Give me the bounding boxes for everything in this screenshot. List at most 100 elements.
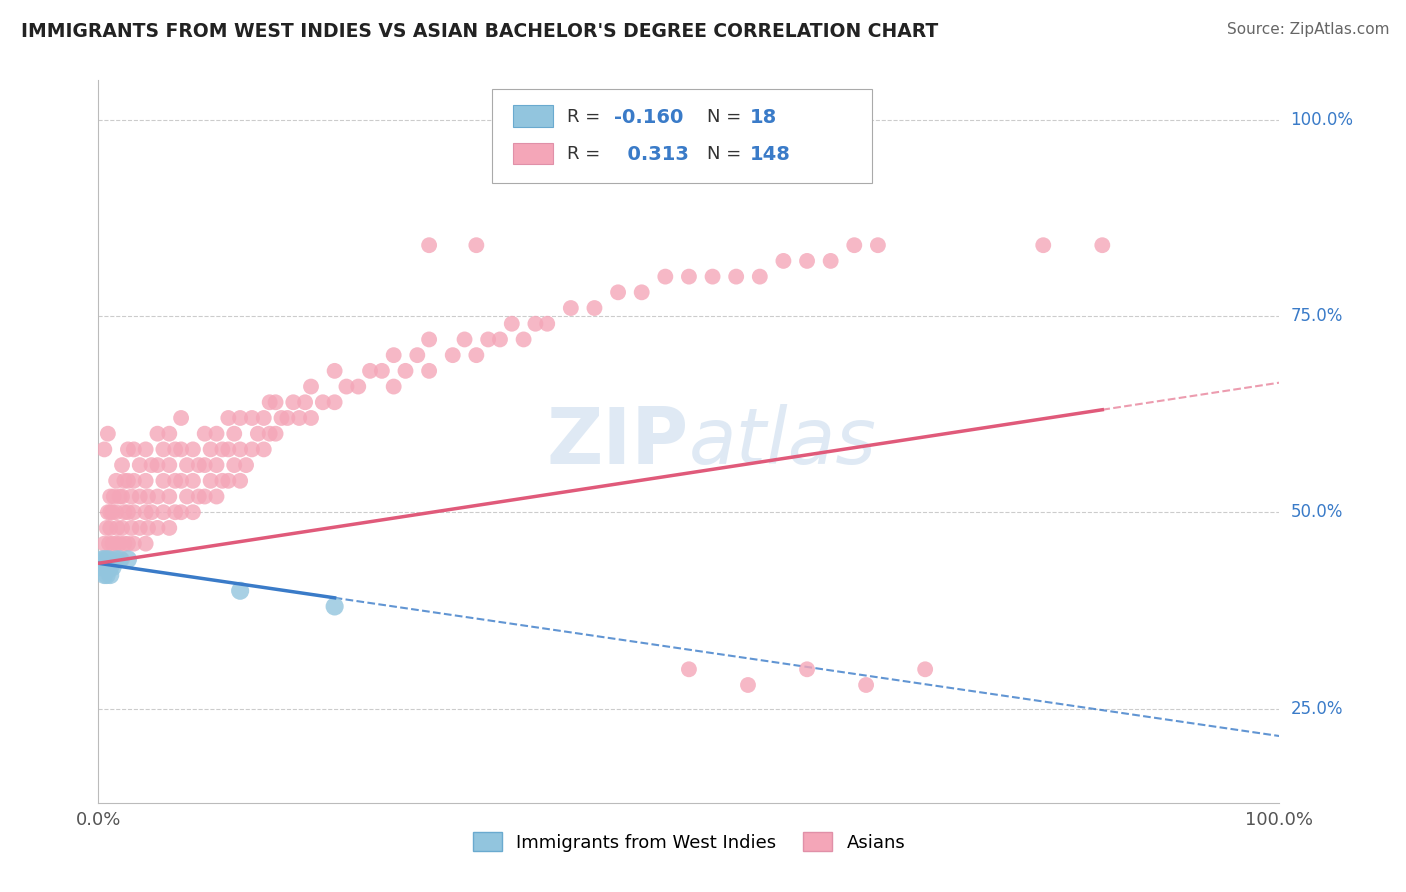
Point: [152, 505, 174, 519]
Point: [157, 458, 180, 472]
Point: [176, 458, 198, 472]
Point: [128, 490, 150, 504]
Point: [141, 505, 163, 519]
Point: [98, 505, 121, 519]
Point: [93, 536, 115, 550]
Point: [270, 411, 292, 425]
Point: [200, 474, 222, 488]
Point: [135, 474, 157, 488]
Point: [141, 458, 163, 472]
Point: [103, 552, 125, 566]
Point: [382, 379, 405, 393]
Point: [194, 490, 217, 504]
Point: [737, 678, 759, 692]
Point: [165, 474, 187, 488]
Point: [630, 285, 652, 300]
Point: [501, 317, 523, 331]
Text: 75.0%: 75.0%: [1291, 307, 1343, 325]
Point: [103, 490, 125, 504]
Point: [536, 317, 558, 331]
Point: [299, 411, 322, 425]
Point: [702, 269, 724, 284]
Point: [583, 301, 606, 315]
Point: [146, 426, 169, 441]
Point: [94, 560, 117, 574]
Point: [170, 411, 193, 425]
Point: [772, 254, 794, 268]
Point: [465, 238, 488, 252]
Point: [187, 490, 209, 504]
Point: [93, 568, 115, 582]
Text: N =: N =: [707, 145, 741, 163]
Point: [98, 552, 121, 566]
Point: [146, 458, 169, 472]
Point: [152, 442, 174, 457]
Point: [176, 490, 198, 504]
Point: [453, 333, 475, 347]
Point: [748, 269, 770, 284]
Point: [90, 560, 112, 574]
Point: [96, 568, 118, 582]
Point: [97, 560, 120, 574]
Point: [135, 536, 157, 550]
Point: [122, 536, 145, 550]
Point: [152, 474, 174, 488]
Point: [170, 442, 193, 457]
Point: [93, 442, 115, 457]
Point: [93, 552, 115, 566]
Point: [725, 269, 748, 284]
Point: [112, 505, 135, 519]
Text: 25.0%: 25.0%: [1291, 699, 1343, 717]
Point: [253, 442, 276, 457]
Point: [283, 395, 305, 409]
Text: ZIP: ZIP: [547, 403, 689, 480]
Point: [105, 474, 128, 488]
Point: [112, 536, 135, 550]
Text: IMMIGRANTS FROM WEST INDIES VS ASIAN BACHELOR'S DEGREE CORRELATION CHART: IMMIGRANTS FROM WEST INDIES VS ASIAN BAC…: [21, 22, 938, 41]
Point: [96, 552, 118, 566]
Text: Source: ZipAtlas.com: Source: ZipAtlas.com: [1226, 22, 1389, 37]
Point: [855, 678, 877, 692]
Point: [98, 568, 121, 582]
Point: [866, 238, 889, 252]
Point: [128, 521, 150, 535]
Point: [465, 348, 488, 362]
Point: [111, 552, 134, 566]
Point: [477, 333, 499, 347]
Point: [111, 490, 134, 504]
Point: [98, 560, 121, 574]
Point: [170, 505, 193, 519]
Point: [229, 442, 252, 457]
Point: [229, 474, 252, 488]
Point: [165, 442, 187, 457]
Point: [105, 552, 128, 566]
Point: [136, 521, 159, 535]
Point: [98, 521, 121, 535]
Point: [187, 458, 209, 472]
Point: [607, 285, 630, 300]
Point: [91, 552, 114, 566]
Point: [418, 333, 440, 347]
Point: [299, 379, 322, 393]
Point: [820, 254, 842, 268]
Point: [347, 379, 370, 393]
Point: [512, 333, 534, 347]
Point: [121, 490, 143, 504]
Point: [678, 269, 700, 284]
Point: [406, 348, 429, 362]
Point: [157, 426, 180, 441]
Point: [91, 560, 114, 574]
Point: [246, 426, 269, 441]
Point: [914, 662, 936, 676]
Text: R =: R =: [567, 108, 600, 126]
Point: [136, 490, 159, 504]
Text: 18: 18: [749, 108, 776, 127]
Point: [117, 442, 139, 457]
Point: [93, 552, 115, 566]
Point: [524, 317, 547, 331]
Point: [128, 458, 150, 472]
Point: [194, 426, 217, 441]
Point: [224, 458, 246, 472]
Point: [105, 505, 128, 519]
Point: [441, 348, 464, 362]
